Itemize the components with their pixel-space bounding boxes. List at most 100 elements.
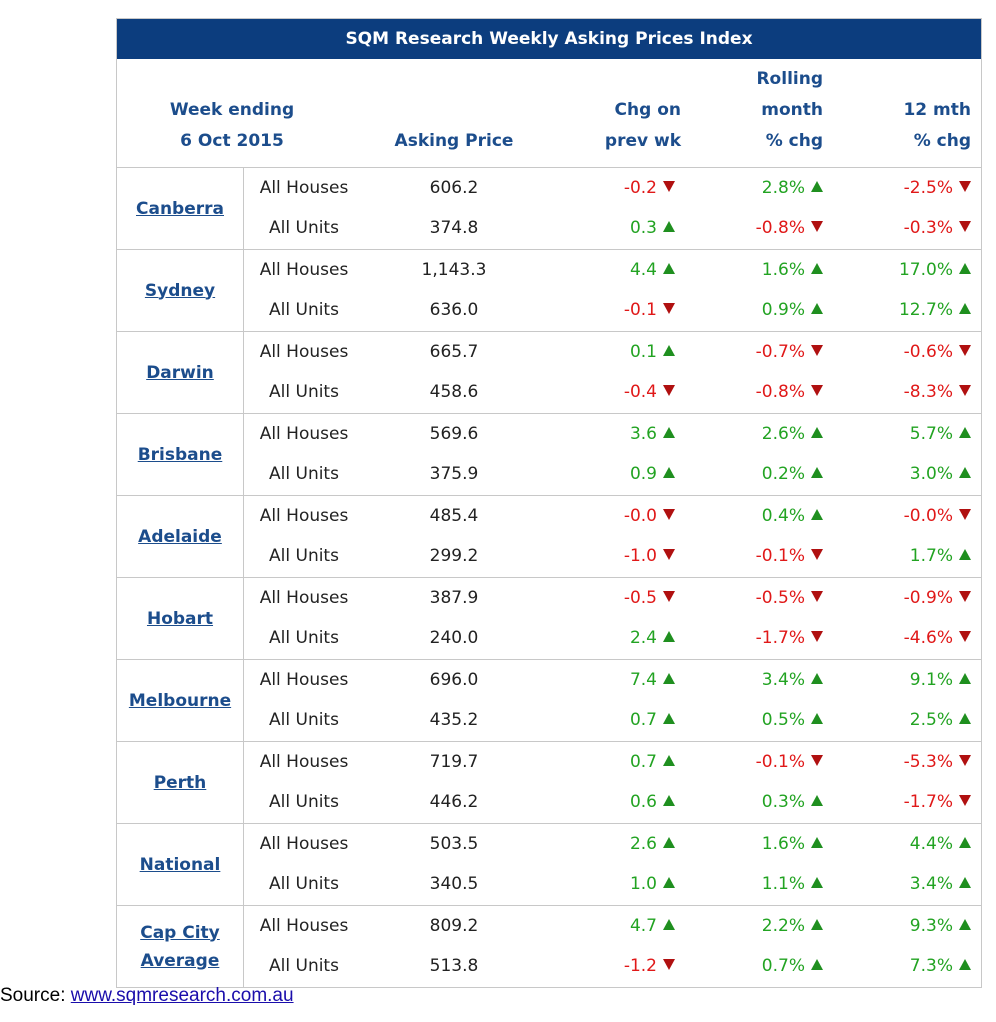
down-triangle-icon [959, 221, 971, 232]
down-triangle-icon [959, 385, 971, 396]
city-link[interactable]: Melbourne [128, 690, 232, 711]
table-body: Canberra All Houses 606.2 -0.2 2.8% -2.5% All … [117, 167, 981, 987]
rolling-month-chg-cell: -0.1% [697, 536, 823, 576]
city-cell: Sydney [117, 250, 244, 331]
twelve-month-chg-value: -4.6% [903, 628, 953, 648]
down-triangle-icon [811, 345, 823, 356]
asking-price-value: 240.0 [429, 628, 479, 648]
city-link[interactable]: Sydney [144, 280, 216, 301]
up-triangle-icon [959, 673, 971, 684]
up-triangle-icon [959, 877, 971, 888]
up-triangle-icon [663, 345, 675, 356]
chg-prev-wk-cell: -1.2 [547, 946, 675, 986]
city-group: Brisbane All Houses 569.6 3.6 2.6% 5.7% All Un… [117, 413, 981, 495]
dwelling-type: All Houses [259, 916, 349, 936]
asking-price-value: 696.0 [429, 670, 479, 690]
twelve-month-chg-value: -8.3% [903, 382, 953, 402]
chg-prev-wk-cell: -0.1 [547, 290, 675, 330]
rolling-month-chg-value: 2.2% [761, 916, 805, 936]
table-title: SQM Research Weekly Asking Prices Index [117, 19, 981, 59]
chg-prev-wk-cell: 0.1 [547, 332, 675, 372]
chg-prev-wk-value: 0.7 [629, 710, 657, 730]
asking-price-value: 503.5 [429, 834, 479, 854]
city-link[interactable]: Darwin [146, 362, 214, 383]
rolling-month-chg-value: 1.6% [761, 260, 805, 280]
up-triangle-icon [811, 303, 823, 314]
header-wk-line1: Chg on [614, 100, 681, 120]
city-link[interactable]: Canberra [136, 198, 224, 219]
city-cell: Canberra [117, 168, 244, 249]
up-triangle-icon [811, 959, 823, 970]
header-mo-line2: month [761, 100, 823, 120]
up-triangle-icon [811, 713, 823, 724]
twelve-month-chg-value: 12.7% [898, 300, 953, 320]
city-group: Hobart All Houses 387.9 -0.5 -0.5% -0.9% All U… [117, 577, 981, 659]
twelve-month-chg-value: 17.0% [898, 260, 953, 280]
chg-prev-wk-value: 3.6 [629, 424, 657, 444]
down-triangle-icon [663, 385, 675, 396]
twelve-month-chg-cell: -0.3% [837, 208, 971, 248]
dwelling-type: All Houses [259, 424, 349, 444]
rolling-month-chg-value: 0.9% [761, 300, 805, 320]
rolling-month-chg-cell: -0.8% [697, 372, 823, 412]
rolling-month-chg-cell: -0.5% [697, 578, 823, 618]
city-link[interactable]: National [139, 854, 221, 875]
header-week-line1: Week ending [169, 100, 295, 120]
chg-prev-wk-cell: -0.5 [547, 578, 675, 618]
table-row: All Units 513.8 -1.2 0.7% 7.3% [244, 946, 981, 986]
table-row: All Houses 606.2 -0.2 2.8% -2.5% [244, 168, 981, 208]
up-triangle-icon [811, 837, 823, 848]
city-group: National All Houses 503.5 2.6 1.6% 4.4% All Un… [117, 823, 981, 905]
down-triangle-icon [811, 549, 823, 560]
city-cell: Perth [117, 742, 244, 823]
rolling-month-chg-cell: 0.7% [697, 946, 823, 986]
twelve-month-chg-cell: -4.6% [837, 618, 971, 658]
up-triangle-icon [959, 959, 971, 970]
rolling-month-chg-cell: 1.1% [697, 864, 823, 904]
up-triangle-icon [663, 877, 675, 888]
chg-prev-wk-cell: 0.7 [547, 742, 675, 782]
dwelling-type: All Units [269, 710, 339, 730]
dwelling-type: All Houses [259, 752, 349, 772]
city-group: Cap City Average All Houses 809.2 4.7 2.2% 9.3… [117, 905, 981, 987]
city-link[interactable]: Cap City [140, 922, 220, 943]
up-triangle-icon [663, 631, 675, 642]
rolling-month-chg-cell: 0.2% [697, 454, 823, 494]
chg-prev-wk-cell: 0.7 [547, 700, 675, 740]
down-triangle-icon [811, 591, 823, 602]
header-week-ending: Week ending 6 Oct 2015 [117, 95, 347, 157]
twelve-month-chg-value: 3.0% [909, 464, 953, 484]
source-link[interactable]: www.sqmresearch.com.au [70, 985, 294, 1006]
header-rolling-month: Rolling month % chg [697, 64, 823, 157]
up-triangle-icon [663, 221, 675, 232]
up-triangle-icon [959, 919, 971, 930]
chg-prev-wk-cell: 2.6 [547, 824, 675, 864]
chg-prev-wk-cell: 4.4 [547, 250, 675, 290]
city-cell: Hobart [117, 578, 244, 659]
city-group: Adelaide All Houses 485.4 -0.0 0.4% -0.0% All … [117, 495, 981, 577]
table-row: All Units 636.0 -0.1 0.9% 12.7% [244, 290, 981, 330]
city-link[interactable]: Hobart [146, 608, 214, 629]
up-triangle-icon [811, 795, 823, 806]
rolling-month-chg-cell: 2.6% [697, 414, 823, 454]
city-cell: National [117, 824, 244, 905]
rolling-month-chg-value: 0.5% [761, 710, 805, 730]
table-row: All Houses 503.5 2.6 1.6% 4.4% [244, 824, 981, 864]
city-link[interactable]: Brisbane [137, 444, 223, 465]
rolling-month-chg-value: -0.7% [755, 342, 805, 362]
up-triangle-icon [959, 713, 971, 724]
up-triangle-icon [959, 467, 971, 478]
dwelling-type: All Houses [259, 834, 349, 854]
rolling-month-chg-value: 2.8% [761, 178, 805, 198]
city-link[interactable]: Average [140, 950, 220, 971]
rolling-month-chg-cell: 0.4% [697, 496, 823, 536]
header-yr-line1: 12 mth [903, 100, 971, 120]
table-row: All Units 435.2 0.7 0.5% 2.5% [244, 700, 981, 740]
twelve-month-chg-cell: 12.7% [837, 290, 971, 330]
table-row: All Units 446.2 0.6 0.3% -1.7% [244, 782, 981, 822]
city-link[interactable]: Perth [153, 772, 207, 793]
table-row: All Houses 719.7 0.7 -0.1% -5.3% [244, 742, 981, 782]
table-row: All Units 374.8 0.3 -0.8% -0.3% [244, 208, 981, 248]
city-link[interactable]: Adelaide [138, 526, 222, 547]
chg-prev-wk-value: 1.0 [629, 874, 657, 894]
